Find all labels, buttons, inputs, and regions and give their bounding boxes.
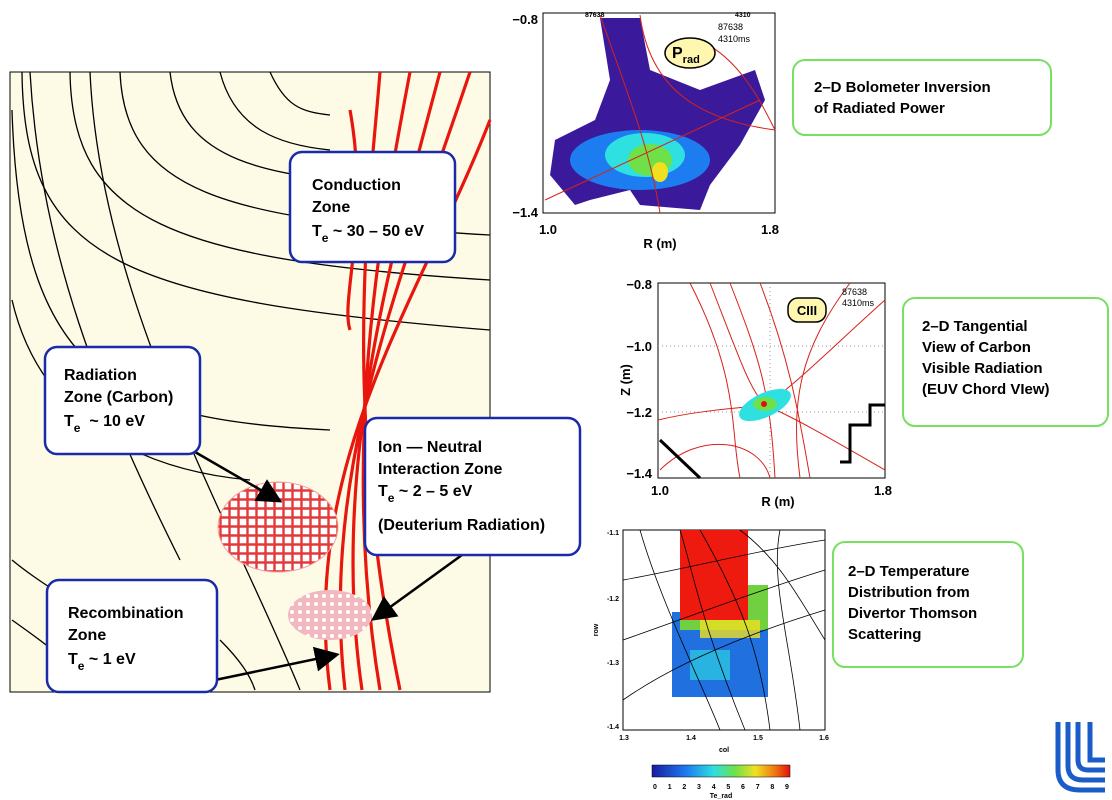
colorbar-tick-label: 8 (770, 784, 774, 791)
caption-line: (EUV Chord VIew) (922, 381, 1050, 398)
caption-line: Distribution from (848, 584, 970, 601)
badge-symbol: P (672, 45, 683, 62)
header-text: 4310 (735, 12, 751, 19)
callout: Ion — Neutral Interaction Zone Te ~ 2 – … (365, 418, 580, 555)
caption-line: Divertor Thomson (848, 605, 977, 622)
callout-line: Recombination (68, 605, 184, 622)
te-symbol: T (64, 413, 74, 430)
annotation: 87638 (842, 287, 867, 297)
te-value: ~ 1 eV (84, 651, 135, 668)
x-tick-label: 1.0 (539, 222, 557, 237)
x-tick-label: 1.8 (761, 222, 779, 237)
callout-line: Ion — Neutral (378, 439, 482, 456)
emission-region (761, 401, 767, 407)
x-axis-label: R (m) (643, 236, 676, 251)
colorbar-tick-label: 3 (697, 784, 701, 791)
caption-line: 2–D Bolometer Inversion (814, 79, 991, 96)
callout-line: Interaction Zone (378, 461, 503, 478)
te-symbol: T (68, 651, 78, 668)
x-tick-label: 1.5 (753, 735, 763, 742)
callout-note: (Deuterium Radiation) (378, 517, 545, 534)
y-tick-label: −1.4 (512, 205, 538, 220)
y-axis-label: row (593, 623, 600, 636)
logo (1058, 722, 1105, 790)
slide: Conduction Zone Te ~ 30 – 50 eV Radiatio… (0, 0, 1112, 800)
annotation: 4310ms (718, 34, 751, 44)
callout-line: Conduction (312, 177, 401, 194)
svg-text:Recombination: Recombination (68, 605, 184, 622)
svg-text:Radiation: Radiation (64, 367, 137, 384)
y-tick-label: −0.8 (626, 277, 652, 292)
colorbar-tick-label: 9 (785, 784, 789, 791)
colorbar-tick-label: 4 (712, 784, 716, 791)
y-tick-label: -1.4 (607, 724, 619, 731)
te-value: ~ 2 – 5 eV (394, 483, 472, 500)
x-tick-label: 1.3 (619, 735, 629, 742)
colorbar-tick-label: 1 (668, 784, 672, 791)
callout-line: Zone (Carbon) (64, 389, 173, 406)
radiation-zone (218, 482, 338, 572)
callout-line: Radiation (64, 367, 137, 384)
colorbar-label: Te_rad (710, 793, 732, 800)
te-symbol: T (312, 223, 322, 240)
thomson-panel: -1.1 -1.2 -1.3 -1.4 1.3 1.4 1.5 1.6 col … (593, 530, 1023, 800)
callout-line: Zone (312, 199, 350, 216)
annotation: 4310ms (842, 298, 875, 308)
callout-line: Zone (68, 627, 106, 644)
x-tick-label: 1.0 (651, 483, 669, 498)
caption-line: Visible Radiation (922, 360, 1043, 377)
colorbar-tick-label: 6 (741, 784, 745, 791)
y-tick-label: -1.3 (607, 660, 619, 667)
x-axis-label: col (719, 747, 729, 754)
temperature-map (680, 530, 748, 620)
svg-text:(Deuterium Radiation): (Deuterium Radiation) (378, 517, 545, 534)
y-axis-label: Z (m) (618, 364, 633, 396)
callout: Radiation Zone (Carbon) Te ~ 10 eV (45, 347, 200, 454)
y-tick-label: −1.2 (626, 405, 652, 420)
caption-line: Scattering (848, 626, 921, 643)
caption-box (793, 60, 1051, 135)
x-tick-label: 1.4 (686, 735, 696, 742)
colorbar-tick-label: 5 (726, 784, 730, 791)
svg-text:Zone (Carbon): Zone (Carbon) (64, 389, 173, 406)
caption-line: 2–D Temperature (848, 563, 969, 580)
x-tick-label: 1.8 (874, 483, 892, 498)
y-tick-label: −1.0 (626, 339, 652, 354)
y-tick-label: −1.4 (626, 466, 652, 481)
te-symbol: T (378, 483, 388, 500)
y-tick-label: -1.1 (607, 530, 619, 537)
annotation: 87638 (718, 22, 743, 32)
tangential-panel: 87638 4310ms CIII −0.8 −1.0 −1.2 −1.4 1.… (618, 277, 1108, 509)
callout: Conduction Zone Te ~ 30 – 50 eV (290, 152, 455, 262)
svg-text:Interaction Zone: Interaction Zone (378, 461, 503, 478)
caption-line: 2–D Tangential (922, 318, 1028, 335)
header-text: 87638 (585, 12, 605, 19)
x-axis-label: R (m) (761, 494, 794, 509)
svg-text:Zone: Zone (68, 627, 106, 644)
bolometer-panel: 87638 4310 87638 4310ms Prad −0.8 −1.4 1… (512, 12, 1051, 251)
recombination-region (288, 590, 372, 640)
y-tick-label: −0.8 (512, 12, 538, 27)
colorbar-tick-label: 2 (682, 784, 686, 791)
te-value: ~ 30 – 50 eV (328, 223, 424, 240)
emission-region (652, 162, 668, 182)
y-tick-label: -1.2 (607, 596, 619, 603)
colorbar (652, 765, 790, 777)
colorbar-tick-label: 7 (756, 784, 760, 791)
te-value: ~ 10 eV (80, 413, 145, 430)
svg-text:Ion — Neutral: Ion — Neutral (378, 439, 482, 456)
colorbar-ticks: 0 1 2 3 4 5 6 7 8 9 (653, 784, 789, 791)
svg-text:Zone: Zone (312, 199, 350, 216)
svg-text:Conduction: Conduction (312, 177, 401, 194)
divertor-diagram: Conduction Zone Te ~ 30 – 50 eV Radiatio… (10, 72, 580, 692)
caption-line: View of Carbon (922, 339, 1031, 356)
x-tick-label: 1.6 (819, 735, 829, 742)
badge-subscript: rad (683, 54, 700, 66)
caption-line: of Radiated Power (814, 100, 945, 117)
callout: Recombination Zone Te ~ 1 eV (47, 580, 217, 692)
badge-label: CIII (797, 303, 817, 318)
colorbar-tick-label: 0 (653, 784, 657, 791)
